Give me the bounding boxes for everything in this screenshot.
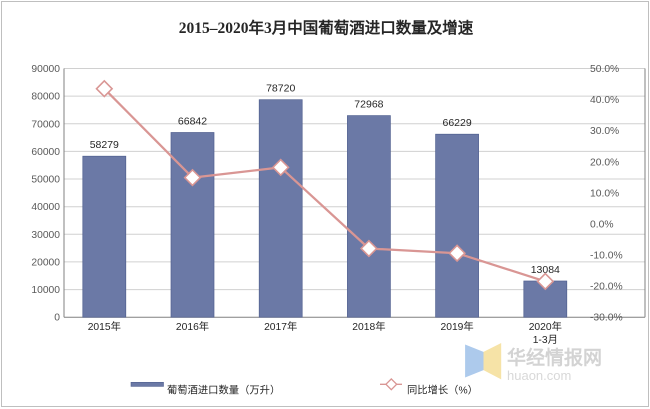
svg-text:2016年: 2016年 [176, 320, 209, 333]
svg-text:20000: 20000 [31, 257, 60, 268]
svg-text:2020年: 2020年 [529, 320, 562, 333]
svg-text:30000: 30000 [31, 230, 60, 241]
svg-text:葡萄酒进口数量（万升）: 葡萄酒进口数量（万升） [167, 384, 280, 397]
svg-text:66229: 66229 [442, 117, 471, 129]
svg-text:72968: 72968 [354, 99, 383, 111]
svg-text:2015年: 2015年 [88, 320, 121, 333]
svg-text:70000: 70000 [31, 119, 60, 130]
svg-text:2019年: 2019年 [440, 320, 473, 333]
svg-text:-20.0%: -20.0% [590, 282, 623, 293]
svg-text:10.0%: 10.0% [590, 188, 619, 199]
svg-text:0.0%: 0.0% [590, 219, 613, 230]
svg-text:40000: 40000 [31, 202, 60, 213]
svg-text:同比增长（%）: 同比增长（%） [407, 384, 478, 397]
svg-text:90000: 90000 [31, 64, 60, 75]
svg-text:50000: 50000 [31, 175, 60, 186]
svg-text:华经情报网: 华经情报网 [507, 346, 602, 369]
svg-text:huaon.com: huaon.com [507, 368, 571, 383]
svg-text:-30.0%: -30.0% [590, 313, 623, 324]
svg-text:0: 0 [54, 313, 60, 324]
svg-text:2018年: 2018年 [352, 320, 385, 333]
svg-text:1-3月: 1-3月 [533, 334, 558, 346]
svg-text:-10.0%: -10.0% [590, 251, 623, 262]
svg-text:30.0%: 30.0% [590, 126, 619, 137]
svg-text:78720: 78720 [266, 83, 295, 95]
svg-text:60000: 60000 [31, 147, 60, 158]
svg-text:10000: 10000 [31, 285, 60, 296]
svg-text:2017年: 2017年 [264, 320, 297, 333]
svg-text:50.0%: 50.0% [590, 64, 619, 75]
svg-text:58279: 58279 [90, 139, 119, 151]
svg-text:20.0%: 20.0% [590, 157, 619, 168]
svg-text:40.0%: 40.0% [590, 95, 619, 106]
svg-text:80000: 80000 [31, 92, 60, 103]
svg-text:66842: 66842 [178, 116, 207, 128]
